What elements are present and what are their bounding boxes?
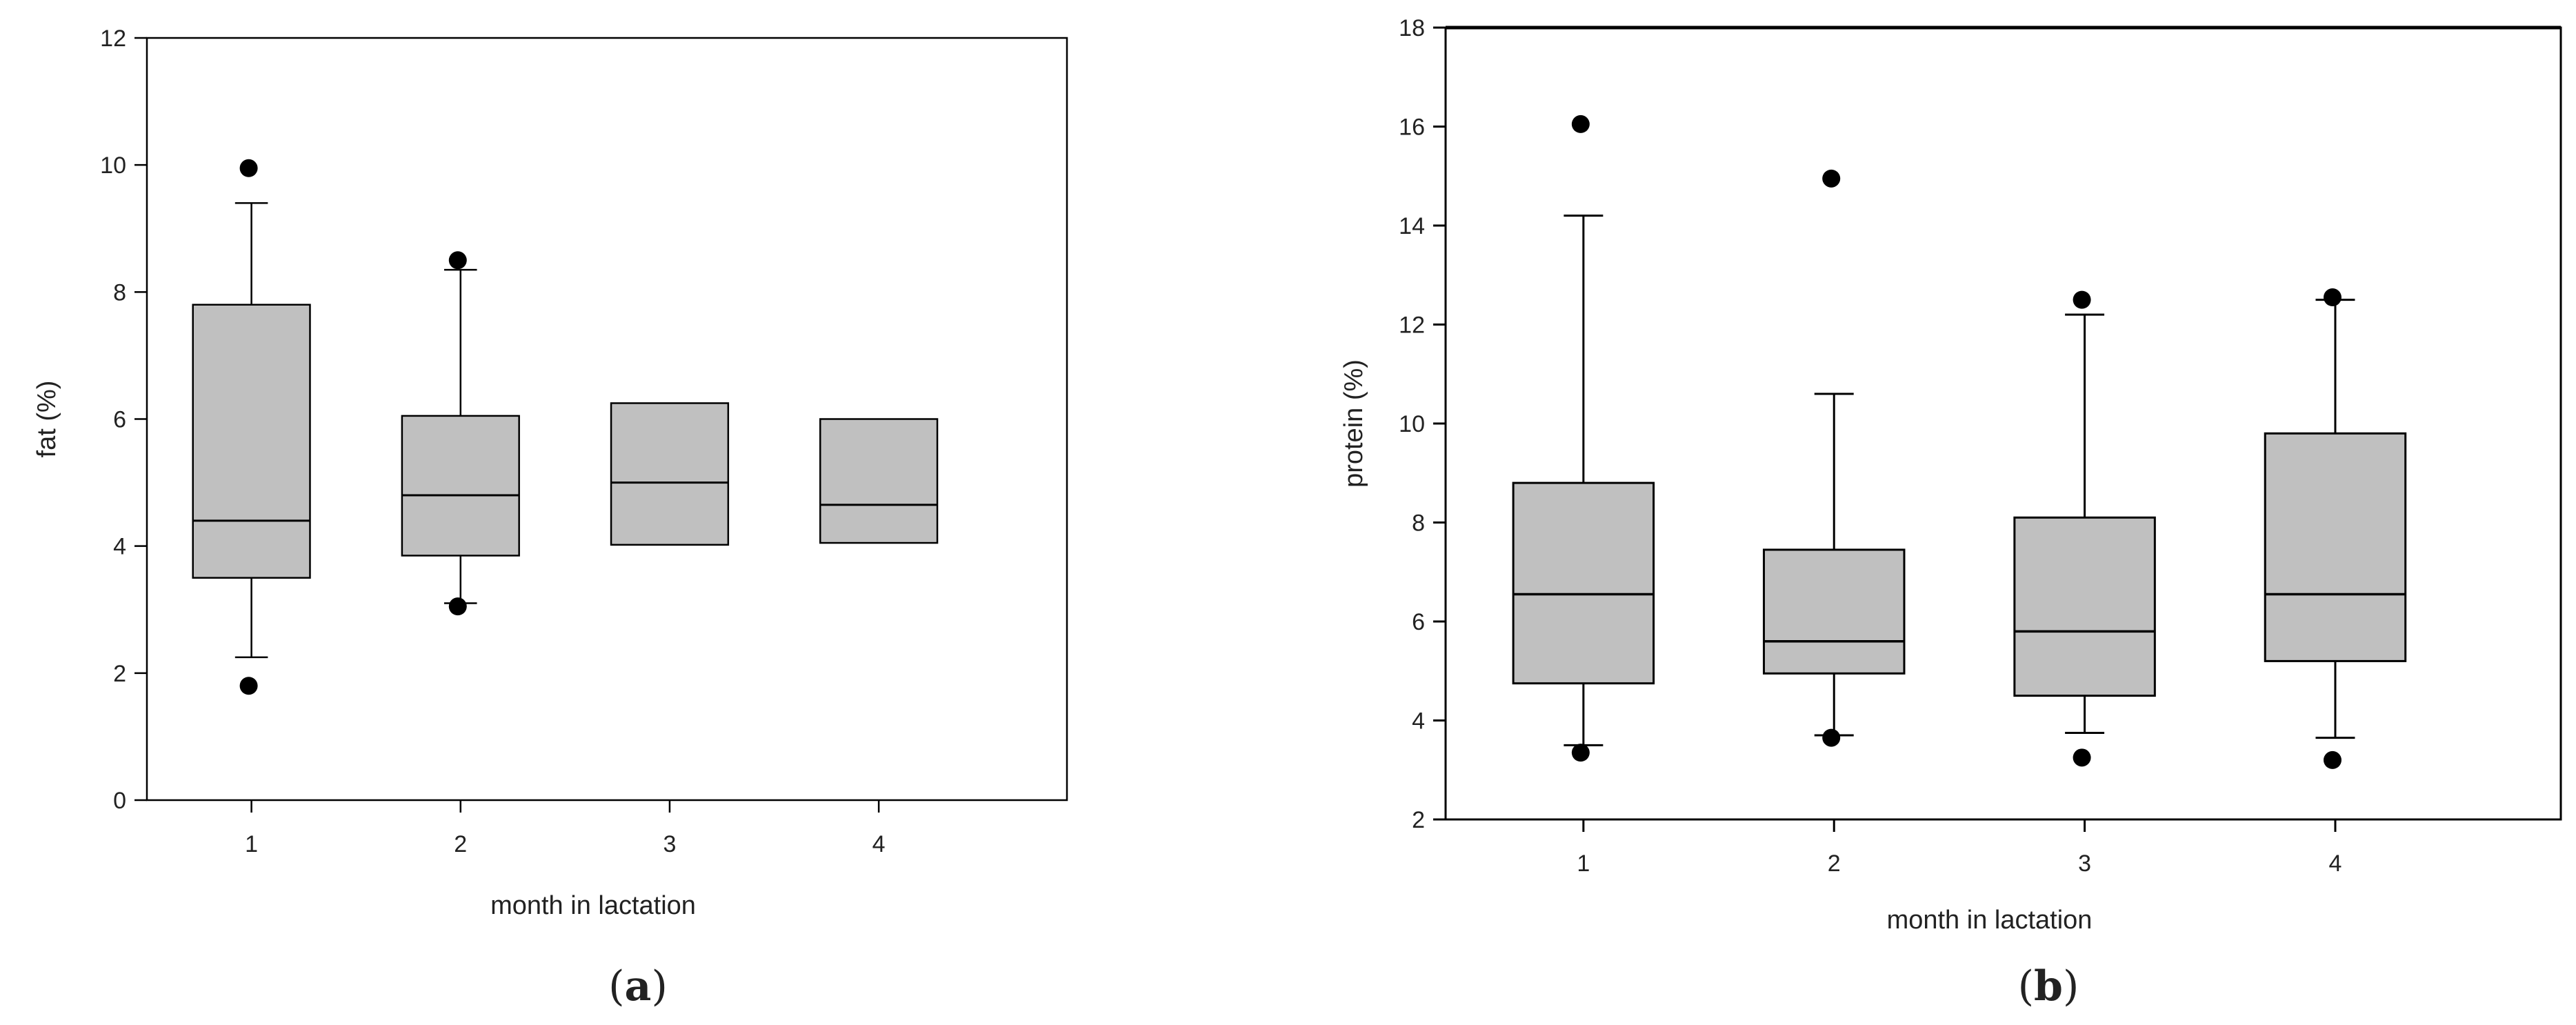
outlier-point (239, 159, 258, 177)
y-tick-label: 6 (113, 407, 126, 433)
box-iqr (819, 418, 939, 544)
box-iqr (192, 303, 311, 579)
y-tick-label: 4 (113, 534, 126, 560)
y-tick-label: 4 (1412, 708, 1425, 735)
y-tick-label: 14 (1399, 213, 1425, 239)
outlier-point (1571, 744, 1590, 762)
box-category-3 (610, 402, 730, 546)
box-iqr (1762, 548, 1906, 675)
x-axis-title: month in lactation (490, 891, 696, 920)
outlier-point (239, 677, 258, 695)
panel-label: (a) (608, 962, 668, 1011)
outlier-point (2323, 288, 2342, 307)
y-tick-label: 8 (113, 279, 126, 306)
outlier-point (2073, 290, 2091, 309)
outlier-point (1822, 728, 1841, 747)
y-tick-label: 12 (1399, 312, 1425, 339)
y-axis-title: protein (%) (1339, 359, 1368, 488)
box-category-2 (401, 251, 520, 616)
y-tick-label: 8 (1412, 510, 1425, 537)
y-axis-title: fat (%) (32, 381, 61, 458)
outlier-point (1571, 115, 1590, 133)
y-tick-label: 18 (1399, 15, 1425, 41)
plot-frame (1444, 26, 2562, 821)
x-axis-title: month in lactation (1887, 906, 2093, 935)
y-tick-label: 10 (1399, 411, 1425, 437)
x-tick-label: 3 (2078, 850, 2091, 877)
x-tick-label: 4 (872, 831, 886, 857)
outlier-point (448, 597, 467, 616)
box-iqr (1512, 481, 1655, 685)
outlier-point (2073, 748, 2091, 767)
x-tick-label: 1 (1577, 850, 1590, 877)
box-category-1 (1512, 115, 1655, 762)
y-tick-label: 12 (100, 26, 126, 52)
panel-label: (b) (2018, 962, 2079, 1011)
box-iqr (2013, 516, 2156, 697)
box-category-1 (192, 159, 311, 695)
y-tick-label: 2 (1412, 807, 1425, 833)
y-tick-label: 16 (1399, 115, 1425, 141)
x-tick-label: 2 (1828, 850, 1841, 877)
x-tick-label: 2 (454, 831, 467, 857)
y-tick-label: 6 (1412, 609, 1425, 635)
outlier-point (1822, 169, 1841, 188)
y-tick-label: 2 (113, 661, 126, 687)
box-category-2 (1762, 169, 1906, 747)
box-iqr (2264, 432, 2407, 662)
box-iqr (610, 402, 730, 546)
box-category-4 (2264, 288, 2407, 769)
y-tick-label: 10 (100, 152, 126, 179)
outlier-point (2323, 750, 2342, 769)
x-tick-label: 1 (245, 831, 258, 857)
y-tick-label: 0 (113, 788, 126, 814)
x-tick-label: 4 (2329, 850, 2342, 877)
box-iqr (401, 415, 520, 557)
outlier-point (448, 251, 467, 270)
box-category-3 (2013, 290, 2156, 767)
box-category-4 (819, 418, 939, 544)
x-tick-label: 3 (663, 831, 676, 857)
